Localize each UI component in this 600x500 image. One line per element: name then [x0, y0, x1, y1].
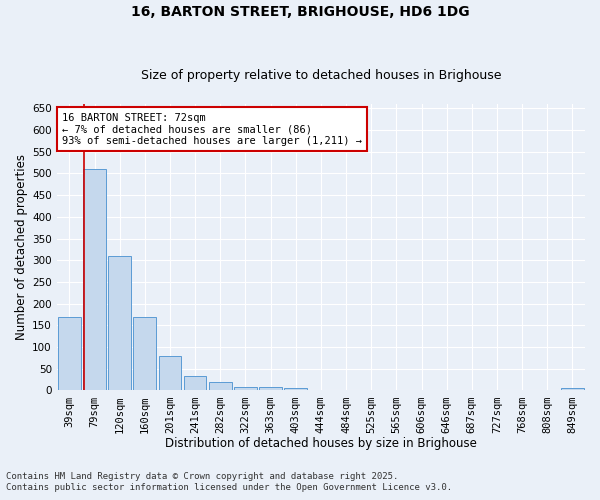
Bar: [284, 388, 307, 390]
Y-axis label: Number of detached properties: Number of detached properties: [15, 154, 28, 340]
Bar: [234, 387, 257, 390]
Text: 16 BARTON STREET: 72sqm
← 7% of detached houses are smaller (86)
93% of semi-det: 16 BARTON STREET: 72sqm ← 7% of detached…: [62, 112, 362, 146]
Text: Contains HM Land Registry data © Crown copyright and database right 2025.
Contai: Contains HM Land Registry data © Crown c…: [6, 472, 452, 492]
Text: 16, BARTON STREET, BRIGHOUSE, HD6 1DG: 16, BARTON STREET, BRIGHOUSE, HD6 1DG: [131, 5, 469, 19]
X-axis label: Distribution of detached houses by size in Brighouse: Distribution of detached houses by size …: [165, 437, 477, 450]
Title: Size of property relative to detached houses in Brighouse: Size of property relative to detached ho…: [140, 69, 501, 82]
Bar: [83, 169, 106, 390]
Bar: [58, 316, 80, 390]
Bar: [561, 388, 584, 390]
Bar: [209, 382, 232, 390]
Bar: [259, 387, 282, 390]
Bar: [109, 256, 131, 390]
Bar: [158, 356, 181, 390]
Bar: [184, 376, 206, 390]
Bar: [133, 316, 156, 390]
